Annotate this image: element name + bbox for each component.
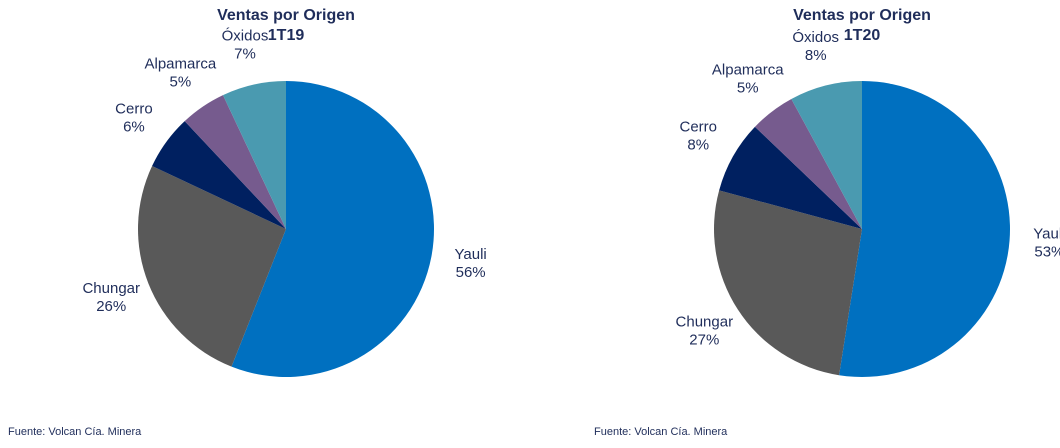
- chart-title: Ventas por Origen: [217, 7, 355, 24]
- slice-value-label: 27%: [689, 331, 719, 348]
- slice-label: Alpamarca: [144, 56, 216, 73]
- pie-slice: [222, 81, 286, 229]
- pie-slice: [231, 81, 434, 377]
- source-note: Fuente: Volcan Cía. Minera: [594, 426, 728, 438]
- pie-slice: [137, 165, 286, 367]
- slice-value-label: 8%: [687, 137, 709, 154]
- slice-value-label: 6%: [123, 118, 145, 135]
- chart-subtitle: 1T19: [268, 27, 305, 44]
- slice-label: Yauli: [1033, 226, 1060, 243]
- pie-slice: [184, 95, 286, 229]
- pie-slice: [714, 190, 862, 376]
- slice-label: Chungar: [82, 280, 140, 297]
- slice-label: Chungar: [676, 313, 734, 330]
- source-note: Fuente: Volcan Cía. Minera: [8, 426, 142, 438]
- pie-slice: [754, 98, 862, 230]
- slice-label: Cerro: [679, 119, 717, 136]
- slice-label: Cerro: [115, 100, 153, 117]
- slice-label: Yauli: [455, 246, 487, 263]
- slice-value-label: 5%: [170, 74, 192, 91]
- slice-value-label: 8%: [805, 47, 827, 64]
- pie-slice: [791, 81, 862, 229]
- slice-label: Óxidos: [222, 28, 269, 45]
- slice-value-label: 5%: [737, 80, 759, 97]
- slice-value-label: 53%: [1034, 244, 1060, 261]
- pie-slice: [152, 121, 286, 229]
- pie-slice: [719, 126, 862, 229]
- chart-subtitle: 1T20: [844, 27, 881, 44]
- slice-label: Óxidos: [792, 29, 839, 46]
- slice-value-label: 26%: [96, 298, 126, 315]
- chart-title: Ventas por Origen: [793, 7, 931, 24]
- slice-value-label: 7%: [234, 46, 256, 63]
- slice-label: Alpamarca: [712, 62, 784, 79]
- pie-slice: [839, 81, 1010, 377]
- slice-value-label: 56%: [456, 264, 486, 281]
